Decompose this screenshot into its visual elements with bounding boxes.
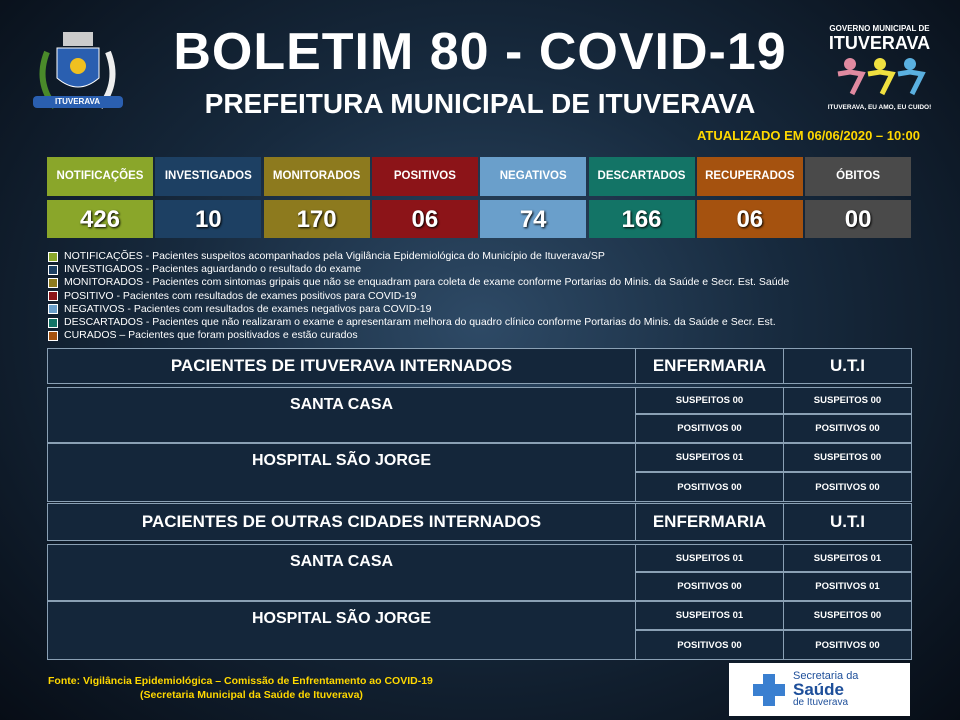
uti-value: SUSPEITOS 00: [783, 443, 912, 472]
stat-label: MONITORADOS: [263, 157, 370, 196]
enfermaria-value: POSITIVOS 00: [635, 414, 784, 443]
cross-icon: [753, 673, 785, 706]
uti-value: POSITIVOS 00: [783, 630, 912, 660]
stat-label: DESCARTADOS: [588, 157, 695, 196]
stat-value: 426: [47, 200, 153, 238]
page-subtitle: PREFEITURA MUNICIPAL DE ITUVERAVA: [204, 88, 756, 119]
legend-swatch: [48, 291, 58, 302]
legend-swatch: [48, 264, 58, 275]
legend-text: MONITORADOS - Pacientes com sintomas gri…: [64, 276, 790, 289]
col-enfermaria: ENFERMARIA: [635, 348, 784, 384]
enfermaria-value: SUSPEITOS 00: [635, 387, 784, 414]
stat-7: ÓBITOS 00: [805, 157, 912, 238]
legend-item: MONITORADOS - Pacientes com sintomas gri…: [48, 276, 789, 289]
stat-6: RECUPERADOS 06: [696, 157, 803, 238]
stat-3: POSITIVOS 06: [371, 157, 478, 238]
legend-text: NEGATIVOS - Pacientes com resultados de …: [64, 302, 432, 315]
government-logo: GOVERNO MUNICIPAL DE ITUVERAVA ITUVERAVA…: [827, 24, 932, 111]
legend-item: INVESTIGADOS - Pacientes aguardando o re…: [48, 263, 789, 276]
stat-label: NOTIFICAÇÕES: [47, 157, 153, 196]
stat-1: INVESTIGADOS 10: [155, 157, 262, 238]
updated-timestamp: ATUALIZADO EM 06/06/2020 – 10:00: [696, 128, 920, 143]
enfermaria-value: POSITIVOS 00: [635, 472, 784, 502]
col-uti: U.T.I: [783, 348, 912, 384]
stat-4: NEGATIVOS 74: [480, 157, 587, 238]
section-title: PACIENTES DE ITUVERAVA INTERNADOS: [47, 348, 636, 384]
page-title: BOLETIM 80 - COVID-19: [173, 23, 787, 81]
hospital-name: HOSPITAL SÃO JORGE: [47, 601, 636, 660]
enfermaria-value: SUSPEITOS 01: [635, 443, 784, 472]
legend-text: DESCARTADOS - Pacientes que não realizar…: [64, 316, 776, 329]
legend-text: INVESTIGADOS - Pacientes aguardando o re…: [64, 263, 362, 276]
uti-value: POSITIVOS 01: [783, 572, 912, 601]
stat-value: 06: [696, 200, 803, 238]
legend-item: CURADOS – Pacientes que foram positivado…: [48, 329, 789, 342]
legend-item: POSITIVO - Pacientes com resultados de e…: [48, 290, 789, 303]
stat-5: DESCARTADOS 166: [588, 157, 695, 238]
stat-0: NOTIFICAÇÕES 426: [47, 157, 153, 238]
stat-value: 166: [588, 200, 695, 238]
health-secretariat-logo: Secretaria da Saúde de Ituverava: [729, 663, 910, 716]
legend-swatch: [48, 330, 58, 341]
legend-swatch: [48, 317, 58, 328]
col-uti: U.T.I: [783, 503, 912, 541]
hospital-name: SANTA CASA: [47, 387, 636, 443]
stat-value: 10: [155, 200, 262, 238]
stat-value: 74: [480, 200, 587, 238]
section-title: PACIENTES DE OUTRAS CIDADES INTERNADOS: [47, 503, 636, 541]
hospital-name: SANTA CASA: [47, 544, 636, 601]
uti-value: POSITIVOS 00: [783, 472, 912, 502]
uti-value: SUSPEITOS 01: [783, 544, 912, 572]
legend-item: NOTIFICAÇÕES - Pacientes suspeitos acomp…: [48, 250, 789, 263]
coat-of-arms-logo: ITUVERAVA: [25, 22, 130, 122]
logo-text: ITUVERAVA: [55, 97, 101, 106]
legend-swatch: [48, 304, 58, 315]
uti-value: SUSPEITOS 00: [783, 601, 912, 630]
source-note: Fonte: Vigilância Epidemiológica – Comis…: [48, 675, 433, 701]
stat-value: 06: [371, 200, 478, 238]
legend-text: NOTIFICAÇÕES - Pacientes suspeitos acomp…: [64, 250, 605, 262]
hospital-name: HOSPITAL SÃO JORGE: [47, 443, 636, 502]
enfermaria-value: POSITIVOS 00: [635, 630, 784, 660]
legend-swatch: [48, 278, 58, 288]
legend-item: NEGATIVOS - Pacientes com resultados de …: [48, 303, 789, 316]
legend-swatch: [48, 251, 58, 262]
stat-label: ÓBITOS: [805, 157, 912, 196]
uti-value: SUSPEITOS 00: [783, 387, 912, 414]
stat-label: RECUPERADOS: [696, 157, 803, 196]
enfermaria-value: POSITIVOS 00: [635, 572, 784, 601]
legend: NOTIFICAÇÕES - Pacientes suspeitos acomp…: [48, 250, 789, 342]
legend-text: POSITIVO - Pacientes com resultados de e…: [64, 289, 417, 302]
legend-item: DESCARTADOS - Pacientes que não realizar…: [48, 316, 789, 329]
enfermaria-value: SUSPEITOS 01: [635, 601, 784, 630]
stat-value: 00: [805, 200, 912, 238]
legend-text: CURADOS – Pacientes que foram positivado…: [64, 329, 358, 342]
uti-value: POSITIVOS 00: [783, 414, 912, 443]
people-icon: [837, 58, 926, 96]
stat-2: MONITORADOS 170: [263, 157, 370, 238]
enfermaria-value: SUSPEITOS 01: [635, 544, 784, 572]
col-enfermaria: ENFERMARIA: [635, 503, 784, 541]
stat-label: INVESTIGADOS: [155, 157, 262, 196]
stat-label: POSITIVOS: [371, 157, 478, 196]
stat-value: 170: [263, 200, 370, 238]
stat-label: NEGATIVOS: [480, 157, 587, 196]
